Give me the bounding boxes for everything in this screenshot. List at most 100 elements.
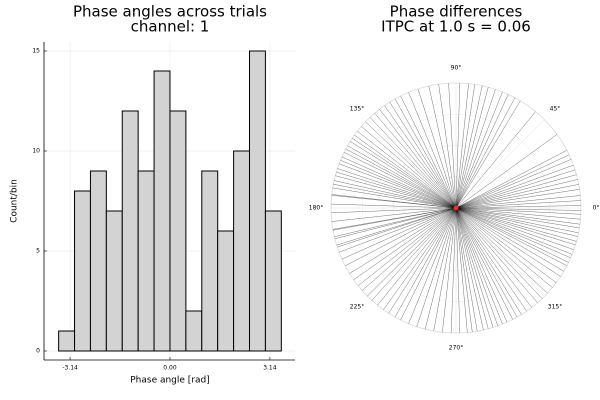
phase-line <box>340 160 457 209</box>
phase-line <box>365 121 457 209</box>
polar-frame <box>330 82 582 334</box>
phase-line <box>455 207 508 323</box>
angle-tick-label: 315° <box>548 303 562 310</box>
phase-line <box>455 207 518 318</box>
mean-vector <box>453 205 459 211</box>
bar <box>137 170 155 352</box>
phase-line <box>338 207 457 253</box>
x-tick-label: 3.14 <box>263 365 277 372</box>
phase-line <box>354 135 457 209</box>
phase-line <box>345 148 457 209</box>
phase-line <box>353 207 457 280</box>
phase-line <box>455 207 557 283</box>
grid-circle <box>424 176 488 240</box>
bar <box>89 170 107 352</box>
phase-line <box>331 195 457 209</box>
y-axis-label: Count/bin <box>10 179 20 223</box>
phase-line <box>455 207 574 250</box>
phase-line <box>455 83 469 209</box>
x-axis-label: Phase angle [rad] <box>130 376 210 386</box>
phase-line <box>455 207 581 211</box>
phase-line <box>455 207 532 308</box>
phase-line <box>455 207 561 277</box>
phase-line <box>417 88 457 209</box>
phase-line <box>455 184 579 209</box>
phase-line <box>332 207 457 231</box>
phase-line <box>455 179 578 209</box>
x-tick-label: -3.14 <box>62 365 78 372</box>
phase-line <box>455 89 496 209</box>
bar <box>153 70 171 352</box>
grid-line <box>455 119 545 209</box>
phase-line <box>331 207 457 222</box>
phase-line <box>455 83 461 209</box>
phase-line <box>455 207 577 242</box>
phase-line <box>357 131 457 209</box>
phase-line <box>455 189 580 209</box>
grid-circle <box>393 145 519 271</box>
phase-line <box>334 180 457 209</box>
phase-line <box>455 150 567 209</box>
angle-tick-label: 0° <box>593 205 600 212</box>
phase-line <box>455 207 489 329</box>
bar <box>233 150 251 352</box>
phase-line <box>455 207 579 234</box>
phase-line <box>424 207 457 330</box>
bar <box>201 170 219 352</box>
phase-line <box>455 195 581 209</box>
phase-line <box>455 207 473 332</box>
phase-line <box>455 134 558 209</box>
phase-line <box>334 207 457 239</box>
chart-title: Phase differences <box>390 3 523 21</box>
phase-line <box>388 207 457 314</box>
phase-line <box>361 207 457 291</box>
phase-line <box>455 91 503 209</box>
phase-line <box>337 168 457 209</box>
y-tick-label: 0 <box>36 348 40 355</box>
phase-line <box>455 207 527 312</box>
y-tick-label: 15 <box>32 48 40 55</box>
y-tick-label: 10 <box>32 148 40 155</box>
phase-line <box>384 105 457 209</box>
phase-line <box>455 207 581 215</box>
angle-tick-label: 225° <box>350 303 364 310</box>
phase-line <box>455 207 580 225</box>
phase-line <box>334 207 457 237</box>
phase-line <box>455 100 521 209</box>
phase-line <box>367 207 457 297</box>
phase-line <box>400 95 457 209</box>
phase-line <box>455 207 576 246</box>
phase-line <box>408 92 457 209</box>
bar <box>74 190 91 352</box>
phase-line <box>455 207 543 299</box>
phase-line <box>455 111 536 209</box>
phase-line <box>331 203 457 209</box>
phase-line <box>394 98 457 209</box>
phase-line <box>374 112 457 209</box>
phase-line <box>455 207 499 326</box>
phase-line <box>455 200 581 209</box>
angle-tick-label: 90° <box>451 65 462 72</box>
phase-line <box>455 207 513 320</box>
phase-line <box>455 207 522 315</box>
phase-line <box>455 97 516 209</box>
phase-line <box>352 138 457 209</box>
phase-line <box>428 85 457 209</box>
phase-line <box>336 171 457 209</box>
phase-line <box>347 145 457 209</box>
phase-line <box>448 83 457 209</box>
bar <box>185 310 203 352</box>
angle-tick-label: 135° <box>350 106 364 113</box>
phase-line <box>442 207 457 333</box>
angle-tick-label: 45° <box>550 106 561 113</box>
phase-line <box>331 207 457 214</box>
phase-line <box>394 207 457 318</box>
phase-line <box>332 187 457 209</box>
bar <box>105 210 123 352</box>
phase-line <box>338 163 457 209</box>
phase-line <box>455 159 572 209</box>
phase-line <box>377 207 457 306</box>
bar <box>121 110 139 352</box>
phase-line <box>455 174 577 209</box>
phase-line <box>416 207 457 327</box>
